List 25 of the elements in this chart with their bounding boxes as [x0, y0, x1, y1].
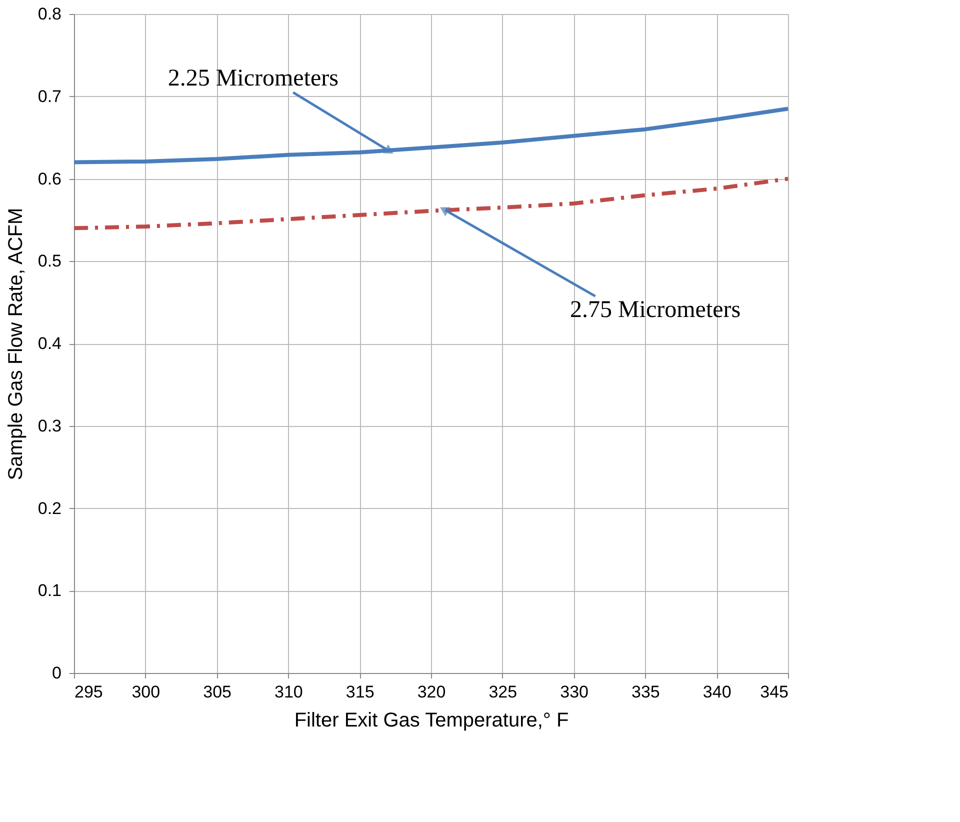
y-tick-label: 0.3	[38, 416, 62, 436]
x-tick-label: 305	[203, 682, 232, 702]
x-tick-label: 335	[632, 682, 660, 702]
text: 2.75 Micrometers	[570, 297, 741, 324]
x-tick-label: 295	[74, 682, 103, 702]
line-series	[72, 176, 790, 230]
x-tick-label: 310	[274, 682, 303, 702]
x-axis-title: Filter Exit Gas Temperature,° F	[294, 710, 569, 732]
y-tick-label: 0.1	[38, 581, 62, 600]
x-tick-label: 340	[702, 682, 732, 702]
x-tick-label: 330	[560, 682, 588, 702]
y-tick-label: 0.4	[38, 334, 62, 353]
x-tick-label: 320	[417, 682, 446, 702]
y-tick-label: 0.7	[38, 86, 62, 106]
text: 2.25 Micrometers	[168, 65, 338, 92]
x-tick-label: 345	[760, 682, 788, 702]
x-tick-label: 300	[132, 682, 160, 702]
y-tick-label: 0	[52, 664, 62, 682]
x-tick-label: 325	[488, 682, 518, 702]
y-tick-label: 0.2	[38, 498, 62, 518]
y-tick-label: 0.6	[38, 169, 62, 188]
y-tick-label: 0.8	[38, 4, 62, 24]
x-tick-label: 315	[346, 682, 374, 702]
y-tick-label: 0.5	[38, 252, 62, 271]
y-axis-title: Sample Gas Flow Rate, ACFM	[4, 208, 27, 480]
